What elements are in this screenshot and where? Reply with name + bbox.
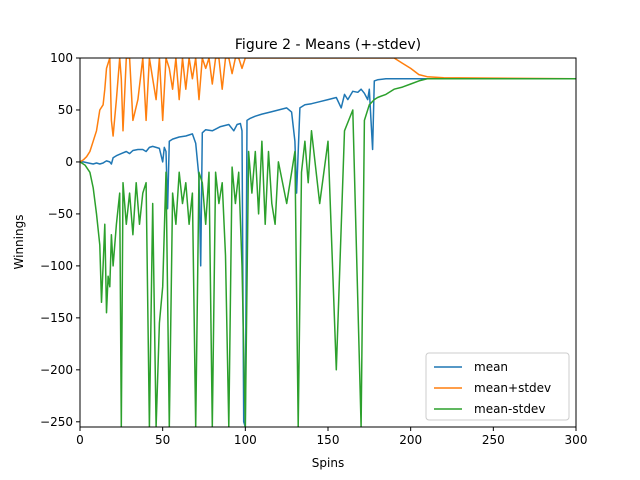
series-line-mean	[80, 78, 576, 427]
y-tick-label: 100	[50, 51, 73, 65]
x-tick-label: 0	[76, 433, 84, 447]
series-line-mean-stdev	[80, 58, 576, 163]
x-axis: 0 50 100 150 200 250 300	[76, 427, 587, 447]
y-tick-label: −150	[40, 311, 73, 325]
y-tick-label: −250	[40, 415, 73, 429]
x-tick-label: 300	[565, 433, 588, 447]
legend-box	[425, 352, 570, 421]
y-tick-label: −50	[48, 207, 73, 221]
legend: mean mean+stdev mean-stdev	[425, 352, 570, 421]
y-tick-label: 0	[65, 155, 73, 169]
y-axis-label: Winnings	[12, 215, 26, 270]
x-tick-label: 150	[317, 433, 340, 447]
series-layer	[80, 58, 576, 427]
series-line-mean-stdev	[80, 78, 576, 427]
x-tick-label: 100	[234, 433, 257, 447]
x-tick-label: 250	[482, 433, 505, 447]
x-axis-label: Spins	[312, 456, 344, 470]
legend-label: mean-stdev	[474, 402, 545, 416]
chart-title: Figure 2 - Means (+-stdev)	[235, 37, 421, 53]
x-tick-label: 50	[155, 433, 170, 447]
y-axis: −250 −200 −150 −100 −50 0 50 100	[40, 51, 80, 429]
legend-label: mean	[474, 360, 508, 374]
x-tick-label: 200	[399, 433, 422, 447]
legend-label: mean+stdev	[474, 381, 551, 395]
y-tick-label: −200	[40, 363, 73, 377]
y-tick-label: −100	[40, 259, 73, 273]
y-tick-label: 50	[58, 103, 73, 117]
